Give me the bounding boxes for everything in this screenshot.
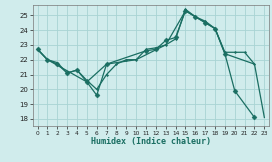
X-axis label: Humidex (Indice chaleur): Humidex (Indice chaleur) bbox=[91, 137, 211, 146]
